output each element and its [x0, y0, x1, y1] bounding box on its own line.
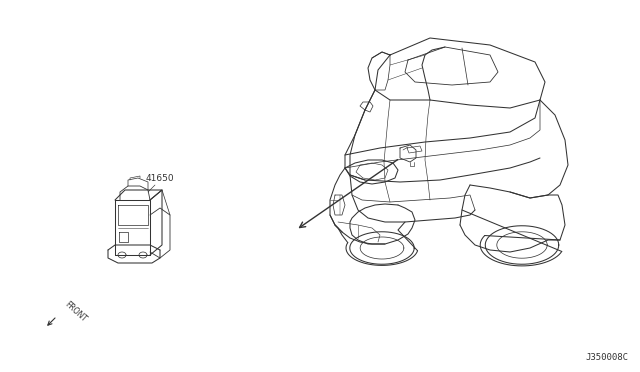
- Text: J350008C: J350008C: [585, 353, 628, 362]
- Text: FRONT: FRONT: [63, 300, 88, 324]
- Text: 41650: 41650: [146, 174, 174, 183]
